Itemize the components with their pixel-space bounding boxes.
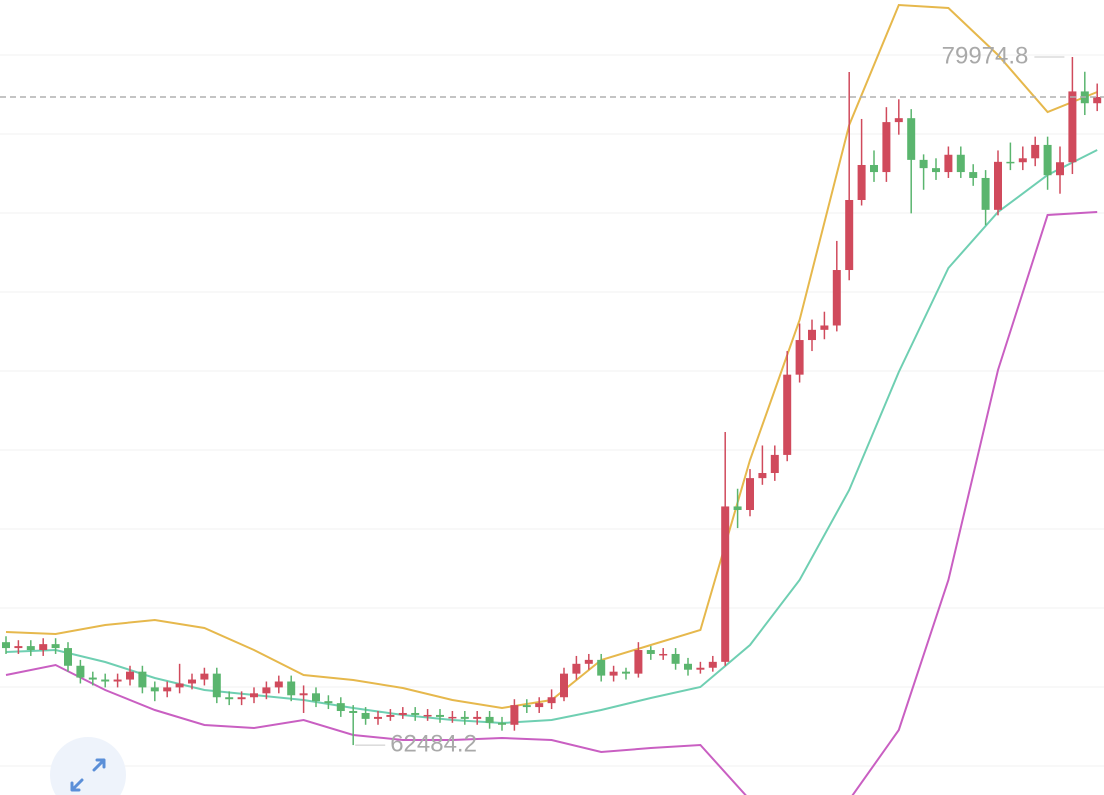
- candle-body: [671, 653, 680, 664]
- candle-body: [969, 172, 978, 178]
- candle-body: [237, 697, 246, 700]
- candle-body: [138, 671, 147, 688]
- candle-body: [324, 701, 333, 704]
- band-line: [5, 149, 1098, 725]
- candle-body: [535, 703, 544, 708]
- candle-body: [572, 663, 581, 674]
- candle-body: [820, 325, 829, 330]
- candle-body: [262, 687, 271, 694]
- candle-body: [76, 665, 85, 678]
- candle-body: [696, 667, 705, 670]
- candle-body: [411, 712, 420, 715]
- candle-body: [646, 650, 655, 654]
- candle-body: [870, 164, 878, 173]
- candle-body: [808, 329, 816, 341]
- plot-area: [2, 3, 1102, 795]
- max-price-label: 79974.8: [942, 42, 1029, 69]
- candle-body: [932, 168, 940, 173]
- candle-body: [485, 716, 494, 723]
- candle-body: [882, 122, 891, 173]
- candle-body: [907, 118, 916, 160]
- candle-body: [163, 687, 172, 692]
- band-line: [5, 3, 1098, 710]
- candle-body: [981, 177, 990, 210]
- candle-body: [126, 671, 134, 680]
- candle-body: [857, 164, 866, 200]
- candle-body: [374, 716, 382, 719]
- candle-body: [64, 648, 72, 666]
- candle-body: [510, 705, 519, 725]
- candle-body: [721, 506, 730, 662]
- candle-body: [175, 683, 184, 688]
- candle-body: [386, 714, 395, 717]
- candle-body: [733, 506, 742, 510]
- candle-body: [212, 673, 221, 698]
- candle-body: [398, 712, 407, 715]
- candle-body: [1018, 158, 1027, 163]
- background-grid: [0, 54, 1104, 767]
- candle-body: [188, 679, 196, 684]
- candle-body: [200, 673, 209, 680]
- candle-body: [956, 154, 965, 173]
- candle-body: [1056, 162, 1064, 176]
- candle-body: [684, 663, 692, 670]
- candle-body: [522, 705, 531, 708]
- candle-body: [1068, 91, 1077, 163]
- candle-body: [994, 161, 1002, 210]
- candle-body: [634, 650, 643, 674]
- candle-body: [113, 679, 122, 682]
- candle-body: [597, 659, 606, 676]
- candle-body: [349, 711, 358, 713]
- candle-body: [361, 712, 370, 719]
- candle-body: [26, 646, 35, 651]
- expand-button[interactable]: [50, 737, 126, 795]
- band-line: [5, 211, 1098, 795]
- candle-body: [832, 270, 841, 326]
- candle-body: [436, 714, 444, 717]
- candle-body: [448, 716, 457, 719]
- candle-body: [944, 154, 953, 173]
- candle-body: [336, 703, 345, 712]
- candle-body: [622, 671, 630, 674]
- candle-body: [225, 697, 234, 700]
- candle-body: [1031, 144, 1040, 159]
- candle-body: [473, 716, 482, 719]
- candle-body: [746, 478, 754, 510]
- candle-body: [250, 693, 258, 698]
- candle-body: [274, 681, 283, 688]
- candle-body: [101, 679, 110, 682]
- candle-body: [758, 473, 767, 479]
- candle-body: [299, 693, 308, 696]
- candle-body: [609, 671, 618, 676]
- candle-body: [795, 340, 804, 375]
- candle-body: [547, 697, 556, 704]
- candle-body: [423, 714, 432, 717]
- min-price-label: 62484.2: [390, 730, 477, 757]
- candle-body: [2, 642, 10, 649]
- candle-body: [287, 681, 296, 696]
- candle-body: [1006, 161, 1015, 164]
- candle-body: [51, 644, 60, 649]
- candle-body: [14, 646, 23, 649]
- candle-body: [659, 653, 668, 656]
- candle-body: [708, 661, 717, 668]
- candle-body: [39, 644, 48, 651]
- candle-body: [150, 687, 159, 692]
- candle-body: [919, 159, 928, 169]
- candle-body: [460, 716, 469, 719]
- candle-body: [894, 118, 903, 123]
- candle-body: [783, 374, 792, 455]
- candle-body: [560, 673, 568, 698]
- candle-body: [584, 659, 593, 664]
- candle-body: [770, 454, 779, 474]
- candle-body: [1043, 144, 1052, 176]
- candle-body: [312, 693, 320, 702]
- candle-body: [845, 199, 854, 271]
- candle-body: [498, 722, 506, 725]
- candle-body: [1093, 97, 1102, 104]
- candle-body: [88, 677, 97, 680]
